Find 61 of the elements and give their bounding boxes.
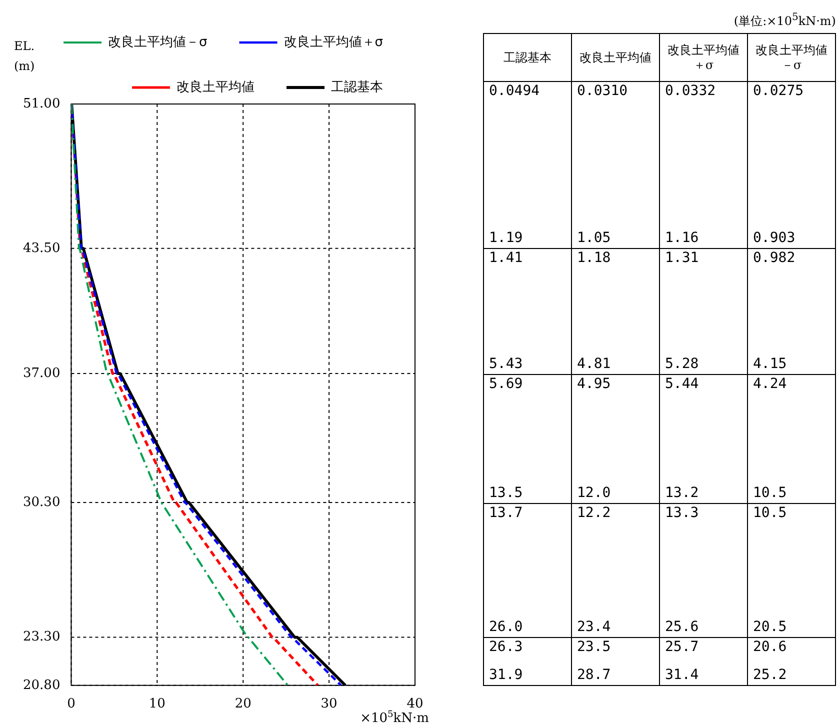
- legend-label: 工認基本: [331, 80, 383, 95]
- text: 23.5: [576, 639, 611, 656]
- text: 26.3: [488, 639, 523, 656]
- text: 20.6: [752, 639, 787, 656]
- text: 12.2: [576, 504, 611, 520]
- x-tick-label: 10: [148, 696, 166, 712]
- text: 4.95: [576, 376, 611, 392]
- text: 23.4: [576, 619, 611, 636]
- category-label: 改良土平均値: [578, 50, 652, 65]
- text: 10.5: [752, 504, 787, 520]
- legend-label: 改良土平均値＋σ: [284, 34, 384, 50]
- text: 0.0332: [664, 83, 716, 99]
- category-label: 改良土平均値＋σ: [666, 42, 740, 72]
- text: 1.16: [664, 230, 699, 246]
- text: 1.05: [576, 230, 611, 246]
- text: 13.3: [664, 504, 699, 520]
- text: 31.9: [488, 667, 523, 684]
- text: 5.44: [664, 376, 699, 392]
- text: 1.41: [488, 250, 523, 266]
- text: 5.69: [488, 376, 523, 392]
- text: 25.6: [664, 619, 699, 636]
- text: 20.5: [752, 619, 787, 636]
- text: 0.0310: [576, 83, 628, 99]
- text: 26.0: [488, 619, 523, 636]
- legend-label: 改良土平均値－σ: [108, 34, 208, 50]
- text: 0.903: [752, 230, 796, 246]
- y-tick-label: 23.30: [23, 630, 60, 645]
- y-tick-label: 30.30: [23, 494, 60, 510]
- y-tick-label: 51.00: [23, 96, 60, 112]
- x-tick-label: 30: [320, 696, 338, 712]
- text: 13.5: [488, 484, 523, 500]
- text: 13.7: [488, 504, 523, 520]
- x-tick-label: 40: [406, 696, 424, 712]
- category-label: 工認基本: [502, 50, 552, 65]
- text: 13.2: [664, 484, 699, 500]
- text: 31.4: [664, 667, 699, 684]
- y-tick-label: 37.00: [23, 366, 60, 381]
- y-tick-label: 43.50: [23, 240, 60, 256]
- text: 12.0: [576, 484, 611, 500]
- text: 10.5: [752, 484, 787, 500]
- text: 5.28: [664, 356, 699, 372]
- x-tick-label: 20: [234, 696, 252, 712]
- legend-label: 改良土平均値: [176, 80, 254, 95]
- x-tick-label: 0: [67, 696, 76, 712]
- text: 25.2: [752, 667, 787, 684]
- text: 0.982: [752, 250, 796, 266]
- text: 25.7: [664, 639, 699, 656]
- text: 4.15: [752, 356, 787, 372]
- category-label: 改良土平均値－σ: [754, 42, 828, 72]
- text: 1.19: [488, 230, 523, 246]
- text: 0.0494: [488, 83, 540, 99]
- text: 1.18: [576, 250, 611, 266]
- text: 4.81: [576, 356, 611, 372]
- text: 0.0275: [752, 83, 804, 99]
- text: 5.43: [488, 356, 523, 372]
- text: 28.7: [576, 667, 611, 684]
- text: (単位:×10$^{5}$kN·m): [734, 12, 836, 30]
- y-axis-title: EL. (m): [14, 39, 35, 73]
- text: 1.31: [664, 250, 699, 266]
- y-tick-label: 20.80: [23, 678, 60, 693]
- text: 4.24: [752, 376, 787, 392]
